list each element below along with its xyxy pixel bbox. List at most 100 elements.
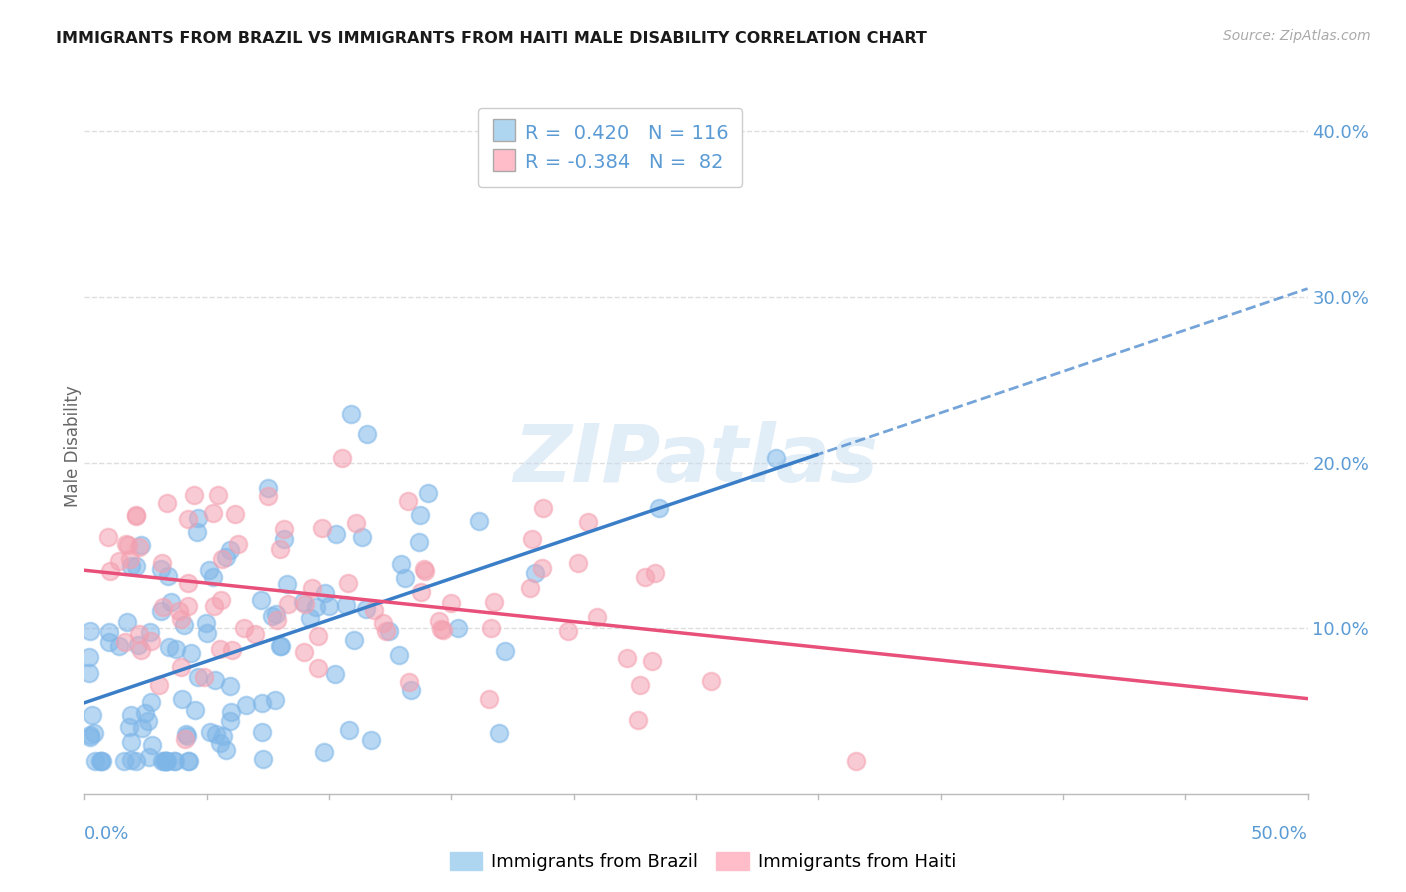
Point	[586, 610, 609, 624]
Point	[634, 570, 657, 584]
Point	[249, 592, 271, 607]
Point	[262, 608, 284, 623]
Point	[396, 493, 419, 508]
Point	[765, 450, 787, 465]
Point	[394, 571, 416, 585]
Point	[519, 581, 541, 595]
Point	[294, 597, 316, 611]
Point	[193, 670, 215, 684]
Point	[494, 644, 516, 658]
Point	[163, 754, 186, 768]
Point	[165, 641, 187, 656]
Point	[177, 576, 200, 591]
Point	[150, 754, 173, 768]
Point	[155, 754, 177, 768]
Text: Source: ZipAtlas.com: Source: ZipAtlas.com	[1223, 29, 1371, 43]
Point	[90, 754, 112, 768]
Point	[177, 754, 200, 768]
Point	[388, 648, 411, 662]
Point	[202, 570, 225, 584]
Point	[648, 500, 671, 515]
Point	[330, 450, 353, 465]
Point	[150, 604, 173, 618]
Point	[523, 566, 546, 580]
Point	[252, 752, 274, 766]
Point	[354, 601, 377, 615]
Point	[79, 624, 101, 638]
Point	[311, 521, 333, 535]
Point	[215, 550, 238, 565]
Point	[198, 724, 221, 739]
Point	[339, 723, 361, 738]
Point	[307, 629, 329, 643]
Point	[120, 753, 142, 767]
Point	[120, 708, 142, 723]
Point	[127, 638, 149, 652]
Point	[644, 566, 666, 580]
Point	[139, 695, 162, 709]
Point	[170, 660, 193, 674]
Point	[195, 616, 218, 631]
Point	[176, 512, 198, 526]
Point	[219, 705, 242, 719]
Point	[468, 514, 491, 528]
Point	[628, 678, 651, 692]
Point	[375, 624, 398, 639]
Point	[207, 488, 229, 502]
Point	[336, 575, 359, 590]
Point	[128, 627, 150, 641]
Point	[204, 673, 226, 687]
Point	[202, 599, 225, 613]
Point	[98, 625, 121, 640]
Point	[139, 634, 162, 648]
Point	[186, 525, 208, 540]
Point	[277, 597, 299, 611]
Point	[269, 541, 291, 556]
Point	[520, 532, 543, 546]
Point	[183, 488, 205, 502]
Point	[205, 727, 228, 741]
Point	[187, 670, 209, 684]
Point	[411, 585, 433, 599]
Point	[219, 714, 242, 728]
Point	[208, 736, 231, 750]
Point	[409, 508, 432, 522]
Point	[305, 599, 328, 614]
Point	[136, 714, 159, 728]
Point	[264, 693, 287, 707]
Point	[114, 635, 136, 649]
Legend: Immigrants from Brazil, Immigrants from Haiti: Immigrants from Brazil, Immigrants from …	[443, 845, 963, 879]
Point	[221, 642, 243, 657]
Point	[235, 698, 257, 712]
Point	[269, 640, 291, 654]
Point	[98, 564, 121, 578]
Point	[298, 611, 321, 625]
Point	[170, 692, 193, 706]
Point	[350, 530, 373, 544]
Point	[120, 735, 142, 749]
Y-axis label: Male Disability: Male Disability	[65, 385, 82, 507]
Point	[157, 569, 180, 583]
Point	[318, 599, 340, 614]
Point	[340, 407, 363, 421]
Point	[195, 626, 218, 640]
Point	[398, 674, 420, 689]
Point	[360, 732, 382, 747]
Point	[430, 622, 453, 636]
Point	[218, 542, 240, 557]
Point	[257, 489, 280, 503]
Point	[413, 564, 436, 578]
Point	[232, 621, 254, 635]
Point	[257, 481, 280, 495]
Point	[80, 708, 103, 723]
Point	[219, 679, 242, 693]
Point	[79, 728, 101, 742]
Point	[131, 537, 153, 551]
Point	[531, 500, 554, 515]
Point	[174, 731, 197, 746]
Point	[412, 562, 434, 576]
Point	[134, 706, 156, 720]
Point	[125, 754, 148, 768]
Point	[201, 506, 224, 520]
Point	[408, 534, 430, 549]
